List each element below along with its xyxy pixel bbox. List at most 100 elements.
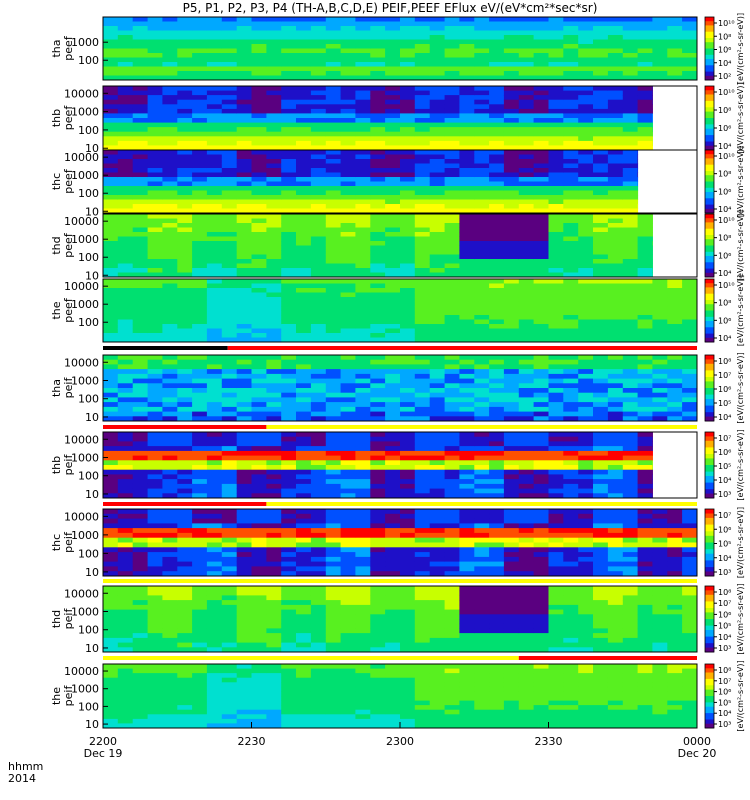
spectrogram-cell [103,44,119,49]
spectrogram-cell [548,483,564,489]
spectrogram-cell [474,17,490,22]
spectrogram-cell [340,402,356,408]
spectrogram-cell [563,411,579,417]
spectrogram-cell [518,441,535,447]
spectrogram-cell [236,214,252,219]
spectrogram-cell [400,172,416,178]
spectrogram-cell [503,416,520,422]
colorbar-segment [705,218,714,221]
spectrogram-cell [429,493,445,499]
spectrogram-cell [652,26,668,31]
spectrogram-cell [221,590,238,596]
spectrogram-cell [563,127,579,133]
spectrogram-cell [177,561,193,567]
spectrogram-cell [221,39,238,45]
spectrogram-cell [177,199,193,205]
spectrogram-cell [192,364,208,370]
spectrogram-cell [221,57,238,63]
spectrogram-cell [221,383,238,389]
spectrogram-cell [310,177,327,182]
spectrogram-cell [117,122,134,128]
spectrogram-cell [414,57,431,63]
spectrogram-cell [147,441,163,447]
spectrogram-cell [192,35,208,40]
spectrogram-cell [548,199,564,205]
colorbar-segment [705,105,714,108]
spectrogram-cell [385,297,401,302]
spectrogram-cell [563,537,579,543]
spectrogram-cell [533,272,549,278]
spectrogram-cell [132,483,148,489]
spectrogram-cell [296,455,312,461]
spectrogram-cell [578,556,594,563]
spectrogram-cell [355,254,371,260]
spectrogram-cell [251,561,267,567]
spectrogram-cell [518,163,535,169]
spectrogram-cell [221,66,238,72]
panel-probe-label: thb [50,456,63,474]
spectrogram-cell [117,297,134,302]
spectrogram-cell [622,406,639,412]
spectrogram-cell [429,301,445,307]
spectrogram-cell [563,199,579,205]
spectrogram-cell [103,633,119,639]
spectrogram-cell [578,90,594,96]
spectrogram-cell [147,190,163,196]
spectrogram-cell [489,436,505,442]
spectrogram-cell [429,406,445,412]
spectrogram-cell [414,140,431,146]
spectrogram-cell [162,479,178,485]
spectrogram-cell [147,604,163,610]
colorbar-segment [705,544,714,548]
spectrogram-cell [177,168,193,173]
spectrogram-cell [266,479,282,485]
spectrogram-cell [385,319,401,325]
spectrogram-cell [206,150,223,155]
y-tick-label: 10 [85,205,99,218]
spectrogram-cell [489,416,505,422]
spectrogram-cell [103,571,119,577]
spectrogram-cell [503,35,520,40]
spectrogram-cell [221,523,238,529]
spectrogram-cell [117,35,134,40]
spectrogram-cell [652,566,668,572]
spectrogram-cell [236,373,252,379]
spectrogram-cell [296,364,312,370]
spectrogram-cell [236,35,252,40]
spectrogram-cell [459,136,475,142]
spectrogram-cell [682,532,698,539]
spectrogram-cell [162,628,178,634]
spectrogram-cell [177,21,193,27]
spectrogram-cell [162,172,178,178]
spectrogram-cell [607,455,624,461]
spectrogram-cell [251,436,267,442]
spectrogram-cell [518,118,535,123]
spectrogram-cell [117,392,134,398]
spectrogram-cell [533,369,549,375]
spectrogram-cell [474,218,490,224]
spectrogram-cell [355,547,371,553]
spectrogram-cell [147,552,163,558]
spectrogram-cell [325,556,342,563]
colorbar-segment [705,325,714,328]
spectrogram-cell [518,552,535,558]
colorbar-segment [705,154,714,157]
spectrogram-cell [177,90,193,96]
spectrogram-cell [607,53,624,58]
spectrogram-cell [221,328,238,334]
spectrogram-cell [563,528,579,534]
panel-frame [102,508,698,577]
spectrogram-cell [251,509,267,515]
spectrogram-cell [206,279,223,284]
spectrogram-cell [607,301,624,307]
spectrogram-cell [206,586,223,592]
spectrogram-cell [459,232,475,237]
spectrogram-cell [132,186,148,191]
spectrogram-cell [429,21,445,27]
spectrogram-cell [251,614,267,620]
spectrogram-cell [548,378,564,384]
spectrogram-cell [132,104,148,110]
spectrogram-cell [503,136,520,142]
spectrogram-cell [206,154,223,160]
spectrogram-cell [563,250,579,255]
